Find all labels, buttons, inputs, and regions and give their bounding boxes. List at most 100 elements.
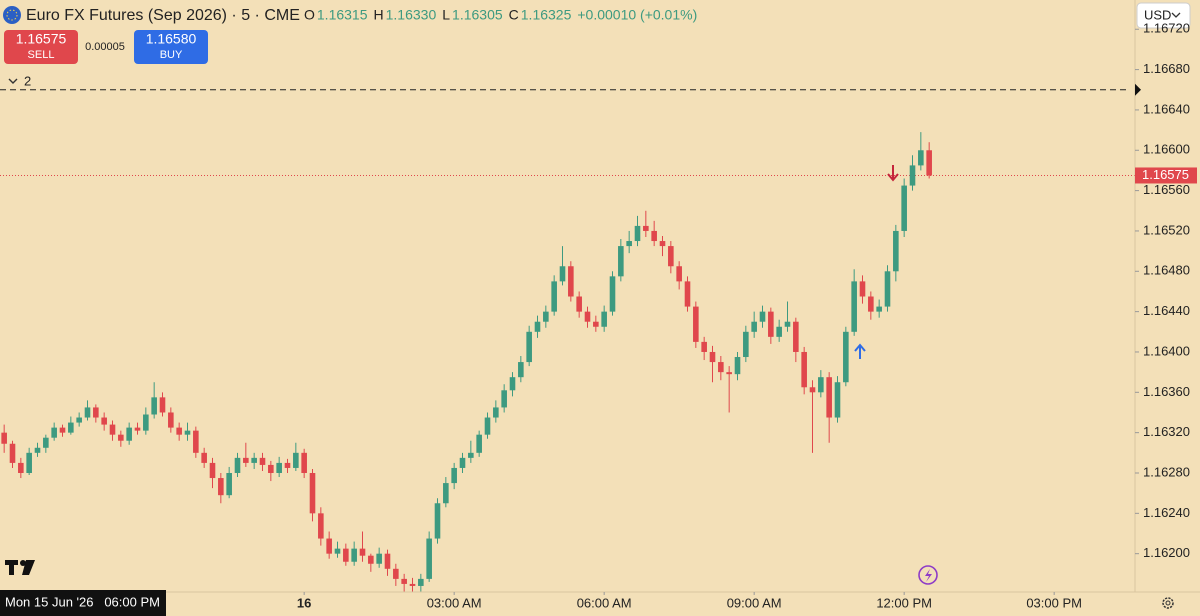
candle-body [93,407,99,418]
ohlc-key: C [509,7,519,23]
candle-body [268,464,274,473]
candle-body [893,230,899,272]
candle-body [809,387,816,393]
candle-body [201,452,207,463]
candle-body [926,150,932,176]
y-tick-label: 1.16520 [1143,222,1190,237]
candle-body [676,266,682,282]
candle-body [859,281,866,297]
candle-body [901,185,907,231]
candle-body [543,311,549,322]
ohlc-change: +0.00010 (+0.01%) [577,7,697,23]
candle-body [451,467,457,484]
ohlc-key: L [442,7,450,23]
y-tick-label: 1.16480 [1143,263,1190,278]
candle-body [443,483,449,504]
candle-body [643,225,649,231]
candle-body [118,434,124,441]
candle-body [68,422,74,433]
candle-body [751,321,757,332]
crosshair-time: Mon 15 Jun '26 06:00 PM [5,594,160,609]
candle-body [726,372,732,375]
currency-caret[interactable] [1171,12,1181,18]
sell-signal [887,165,899,182]
candle-body [684,281,691,307]
candle-body [468,452,474,458]
candle-body [434,503,441,539]
candle-body [693,306,699,342]
sell-price[interactable]: 1.16575 [16,31,67,47]
x-tick-label: 03:00 AM [427,595,482,610]
candle-body [234,457,241,473]
symbol-title[interactable]: Euro FX Futures (Sep 2026) · 5 · CME [26,7,300,24]
ohlc-value: 1.16325 [521,7,572,23]
candle-body [326,538,332,554]
ohlc-value: 1.16315 [317,7,368,23]
y-tick-label: 1.16400 [1143,343,1190,358]
y-tick-label: 1.16280 [1143,464,1190,479]
candle-body [26,452,32,473]
candle-body [259,457,266,465]
currency[interactable]: USD [1144,7,1171,22]
candle-body [159,397,166,413]
y-tick-label: 1.16640 [1143,101,1190,116]
buy-button-bg[interactable] [134,30,208,64]
alert-marker [1135,83,1141,96]
candle-body [143,414,149,431]
symbol-icon[interactable] [3,6,21,24]
candle-body [243,457,249,463]
last-price-label: 1.16575 [1142,167,1189,182]
ohlc-key: H [374,7,384,23]
candle-body [534,321,541,332]
candle-body [459,457,466,468]
currency-select[interactable] [1136,2,1191,29]
candle-body [151,397,157,415]
sell-button[interactable]: 1.16575 SELL [4,30,78,64]
candle-body [9,443,16,463]
candle-body [134,427,141,431]
candle-body [293,452,299,468]
candle-body [826,377,832,418]
x-tick-label: 03:00 PM [1026,595,1082,610]
ohlc-legend: O 1.16315 H 1.16330 L 1.16305 C 1.16325 +0.00010… [304,7,697,23]
candle-body [618,246,624,277]
indicators-toggle-icon[interactable] [8,78,18,84]
candle-body [109,424,116,435]
sell-label[interactable]: SELL [28,49,55,61]
sell-button-bg[interactable] [4,30,78,64]
candle-body [701,341,707,352]
candle-body [34,447,41,453]
tv-logo[interactable] [5,560,35,575]
candle-body [801,351,807,388]
settings-icon[interactable] [1162,597,1174,609]
candle-body [59,427,66,433]
candle-body [484,417,491,435]
buy-button[interactable]: 1.16580 BUY [134,30,208,64]
candle-body [351,548,357,562]
candle-body [51,427,57,438]
y-tick-label: 1.16360 [1143,384,1190,399]
buy-label[interactable]: BUY [160,49,183,61]
candle-body [301,452,307,473]
candle-body [393,568,399,579]
indicators-toggle[interactable]: 2 [24,73,31,88]
candle-body [551,281,557,312]
candle-body [668,246,674,267]
candle-body [184,430,191,435]
ohlc-value: 1.16305 [452,7,503,23]
y-tick-label: 1.16440 [1143,303,1190,318]
symbol-icon-stars [6,9,18,21]
candle-body [918,150,924,166]
y-tick-label: 1.16680 [1143,61,1190,76]
buy-price[interactable]: 1.16580 [146,31,197,47]
candle-body [384,553,391,569]
candle-body [43,437,49,448]
candle-body [609,276,616,312]
candle-body [84,407,91,418]
candle-body [168,412,174,428]
candle-body [843,331,849,383]
plot [0,89,1135,592]
replay-icon[interactable] [918,565,938,585]
